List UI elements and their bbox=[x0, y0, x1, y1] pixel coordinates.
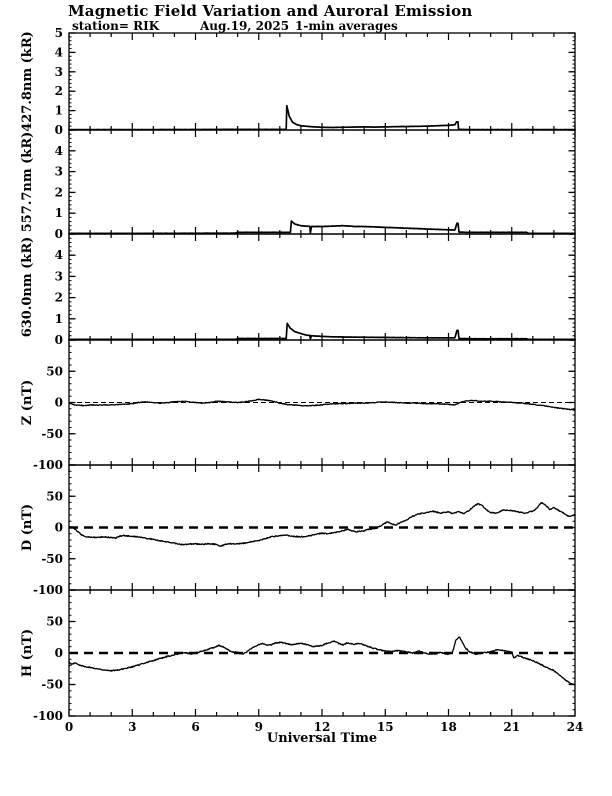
x-tick-label: 0 bbox=[65, 720, 73, 734]
y-tick-label: 0 bbox=[55, 333, 63, 347]
y-tick-label: 50 bbox=[46, 615, 63, 629]
y-tick-label: 3 bbox=[55, 165, 63, 179]
y-tick-label: 50 bbox=[46, 364, 63, 378]
panel-427.8nm: 5 4 3 2 1 0 427.8nm (kR) bbox=[20, 26, 576, 137]
y-tick-label: 2 bbox=[55, 84, 63, 98]
y-tick-label: -100 bbox=[33, 583, 63, 597]
y-tick-label: 3 bbox=[55, 65, 63, 79]
trace-630.0nm bbox=[68, 322, 576, 341]
trace-H bbox=[68, 636, 576, 686]
y-axis-title: H (nT) bbox=[20, 629, 35, 677]
y-tick-label: -50 bbox=[41, 678, 63, 692]
station-label: station= RIK bbox=[72, 19, 160, 33]
y-tick-label: 0 bbox=[55, 646, 63, 660]
trace-557.7nm bbox=[68, 220, 576, 235]
y-axis-title: 427.8nm (kR) bbox=[20, 31, 35, 132]
y-tick-label: 50 bbox=[46, 489, 63, 503]
y-axis-title: 557.7nm (kR) bbox=[20, 132, 35, 233]
y-tick-label: 2 bbox=[55, 185, 63, 199]
x-tick-label: 6 bbox=[191, 720, 199, 734]
y-tick-label: 4 bbox=[55, 248, 63, 262]
y-tick-label: 2 bbox=[55, 291, 63, 305]
x-tick-label: 24 bbox=[567, 720, 584, 734]
x-tick-label: 21 bbox=[503, 720, 520, 734]
panel-D: 50 0 -50 -100 D (nT) bbox=[20, 464, 576, 597]
y-tick-label: -100 bbox=[33, 458, 63, 472]
page-title: Magnetic Field Variation and Auroral Emi… bbox=[68, 2, 473, 20]
y-tick-label: 5 bbox=[55, 26, 63, 40]
y-tick-label: -50 bbox=[41, 552, 63, 566]
y-tick-label: 0 bbox=[55, 123, 63, 137]
y-tick-label: 0 bbox=[55, 227, 63, 241]
y-tick-label: 1 bbox=[55, 104, 63, 118]
date-label: Aug.19, 2025 bbox=[200, 19, 290, 33]
x-tick-label: 15 bbox=[377, 720, 394, 734]
y-axis-title: 630.0nm (kR) bbox=[20, 237, 35, 338]
x-tick-label: 9 bbox=[255, 720, 263, 734]
y-tick-label: -50 bbox=[41, 427, 63, 441]
x-tick-label: 12 bbox=[314, 720, 331, 734]
x-axis-title: Universal Time bbox=[266, 731, 378, 746]
y-axis-title: Z (nT) bbox=[20, 380, 35, 425]
y-axis-title: D (nT) bbox=[20, 504, 35, 551]
y-tick-label: 0 bbox=[55, 396, 63, 410]
x-tick-label: 3 bbox=[128, 720, 136, 734]
y-tick-label: 3 bbox=[55, 269, 63, 283]
y-tick-label: -100 bbox=[33, 709, 63, 723]
y-tick-label: 1 bbox=[55, 312, 63, 326]
y-tick-label: 4 bbox=[55, 144, 63, 158]
panel-557.7nm: 4 3 2 1 0 557.7nm (kR) bbox=[20, 129, 576, 241]
trace-D bbox=[68, 501, 576, 547]
panel-H: 50 0 -50 -100 H (nT) bbox=[20, 589, 576, 723]
panel-Z: 50 0 -50 -100 Z (nT) bbox=[20, 339, 576, 472]
averaging-label: 1-min averages bbox=[295, 19, 398, 33]
y-tick-label: 0 bbox=[55, 521, 63, 535]
y-tick-label: 4 bbox=[55, 45, 63, 59]
x-tick-label: 18 bbox=[440, 720, 457, 734]
y-tick-label: 1 bbox=[55, 206, 63, 220]
panel-630.0nm: 4 3 2 1 0 630.0nm (kR) bbox=[20, 233, 576, 347]
trace-Z bbox=[68, 398, 576, 411]
